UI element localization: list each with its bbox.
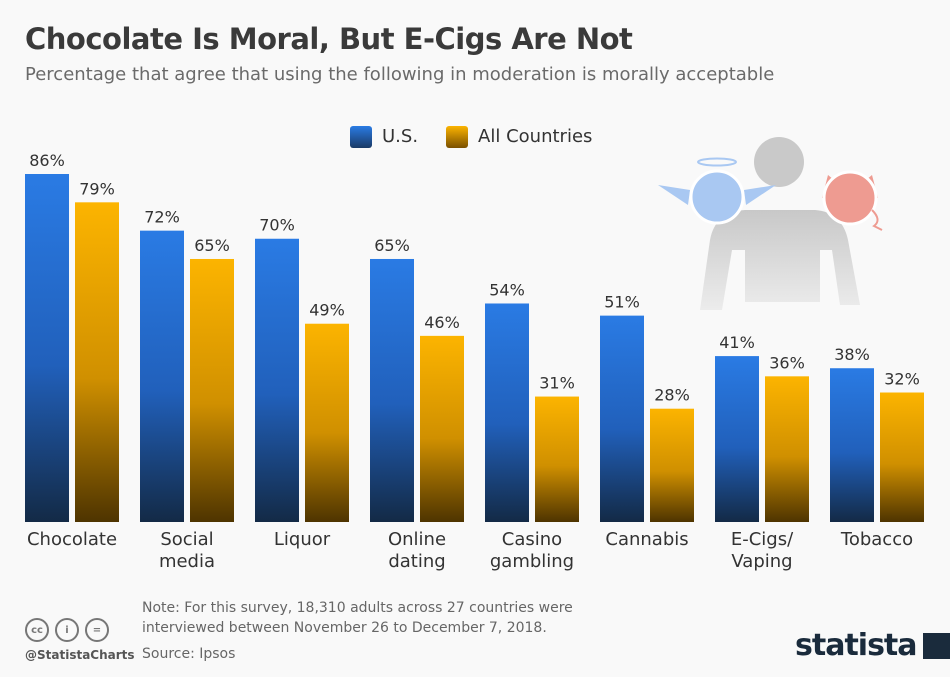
- bar-us: [370, 258, 414, 522]
- legend-label-all: All Countries: [478, 126, 593, 147]
- data-label: 49%: [309, 301, 345, 320]
- legend-swatch-all: [446, 126, 469, 148]
- bar-all-countries: [190, 258, 234, 522]
- data-label: 79%: [79, 179, 115, 198]
- bar-all-countries: [420, 335, 464, 522]
- category-label: Liquor: [274, 529, 331, 550]
- note-line-2: interviewed between November 26 to Decem…: [142, 620, 547, 636]
- data-label: 65%: [194, 236, 230, 255]
- legend-swatch-us: [350, 126, 372, 148]
- attribution-icon: i: [55, 618, 79, 642]
- category-label: media: [159, 551, 215, 572]
- license-icons: cc i =: [25, 618, 109, 642]
- legend-item-us: U.S.: [350, 126, 418, 148]
- category-label: dating: [388, 551, 445, 572]
- note-line-1: Note: For this survey, 18,310 adults acr…: [142, 600, 573, 616]
- data-label: 72%: [144, 208, 180, 227]
- data-label: 46%: [424, 313, 460, 332]
- bar-all-countries: [765, 376, 809, 522]
- source: Source: Ipsos: [142, 646, 236, 662]
- bar-us: [25, 174, 69, 522]
- data-label: 51%: [604, 293, 640, 312]
- bar-us: [255, 238, 299, 522]
- cc-icon: cc: [25, 618, 49, 642]
- no-derivatives-icon: =: [85, 618, 109, 642]
- twitter-handle: @StatistaCharts: [25, 648, 135, 662]
- category-label: Tobacco: [840, 529, 913, 550]
- chart-subtitle: Percentage that agree that using the fol…: [25, 64, 775, 85]
- data-label: 32%: [884, 370, 920, 389]
- bar-us: [140, 230, 184, 522]
- category-label: Casino: [502, 529, 562, 550]
- data-label: 65%: [374, 236, 410, 255]
- bar-all-countries: [650, 408, 694, 522]
- data-label: 86%: [29, 151, 65, 170]
- legend-item-all: All Countries: [446, 126, 592, 148]
- data-label: 70%: [259, 216, 295, 235]
- statista-logo[interactable]: statista: [795, 628, 950, 663]
- category-label: Vaping: [731, 551, 792, 572]
- category-label: Online: [388, 529, 446, 550]
- bar-all-countries: [305, 323, 349, 522]
- category-label: Social: [160, 529, 213, 550]
- bar-us: [830, 368, 874, 522]
- bar-us: [485, 303, 529, 522]
- legend-label-us: U.S.: [382, 126, 419, 147]
- category-label: Cannabis: [605, 529, 688, 550]
- logo-text: statista: [795, 628, 918, 663]
- logo-mark-icon: [922, 632, 950, 659]
- data-label: 38%: [834, 345, 870, 364]
- bar-us: [715, 356, 759, 522]
- data-label: 41%: [719, 333, 755, 352]
- bar-all-countries: [75, 202, 119, 523]
- legend: U.S. All Countries: [350, 126, 592, 148]
- bar-all-countries: [880, 392, 924, 522]
- illustration-angel-devil: [658, 137, 883, 310]
- data-label: 28%: [654, 386, 690, 405]
- bar-us: [600, 315, 644, 522]
- category-label: gambling: [490, 551, 574, 572]
- bar-all-countries: [535, 396, 579, 522]
- data-label: 31%: [539, 374, 575, 393]
- category-label: E-Cigs/: [731, 529, 794, 550]
- data-label: 36%: [769, 353, 805, 372]
- category-label: Chocolate: [27, 529, 117, 550]
- note: Note: For this survey, 18,310 adults acr…: [142, 598, 573, 638]
- chart-title: Chocolate Is Moral, But E-Cigs Are Not: [25, 22, 633, 56]
- data-label: 54%: [489, 280, 525, 299]
